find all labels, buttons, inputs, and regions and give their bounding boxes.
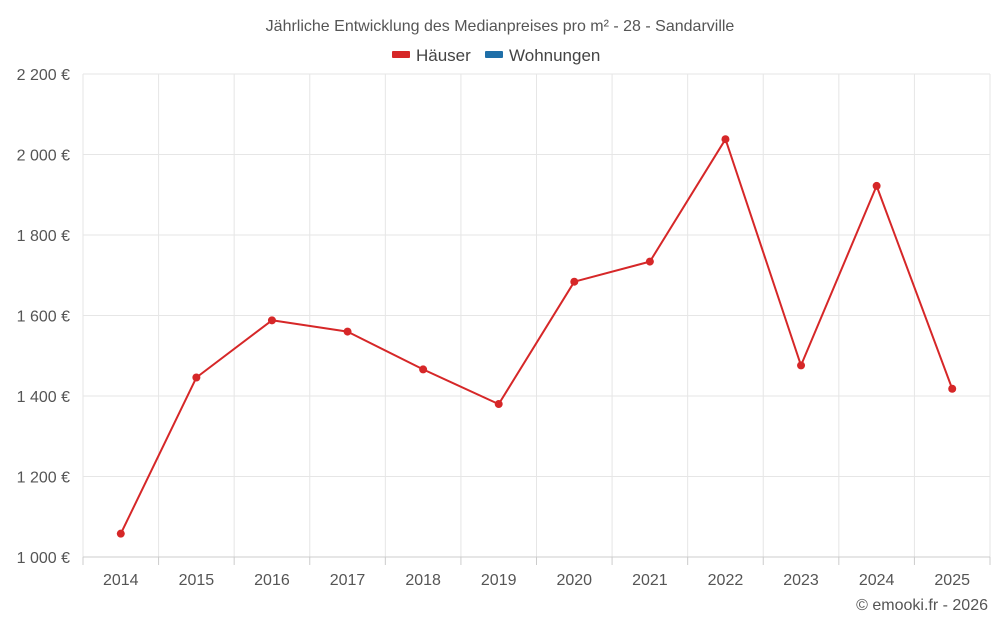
- legend: Häuser Wohnungen: [392, 46, 600, 65]
- y-tick-label: 1 600 €: [17, 309, 70, 326]
- data-point[interactable]: [343, 327, 352, 336]
- grid: [82, 73, 991, 557]
- x-tick-label: 2017: [330, 572, 366, 589]
- series-line-0: [119, 138, 954, 535]
- data-point[interactable]: [192, 373, 201, 382]
- legend-label-haeuser: Häuser: [416, 46, 471, 65]
- y-tick-label: 2 200 €: [17, 67, 70, 84]
- legend-label-wohnungen: Wohnungen: [509, 46, 600, 65]
- x-tick-label: 2018: [405, 572, 441, 589]
- x-tick-label: 2015: [179, 572, 215, 589]
- x-tick-label: 2019: [481, 572, 517, 589]
- x-tick-label: 2022: [708, 572, 744, 589]
- x-tick-label: 2014: [103, 572, 139, 589]
- data-point[interactable]: [872, 181, 881, 190]
- axes: 1 000 € 1 200 € 1 400 € 1 600 € 1 800 € 2 000…: [17, 67, 991, 589]
- legend-item-haeuser[interactable]: Häuser: [392, 46, 471, 65]
- data-point[interactable]: [797, 361, 806, 370]
- data-point[interactable]: [948, 384, 957, 393]
- data-point[interactable]: [494, 400, 503, 409]
- x-tick-label: 2016: [254, 572, 290, 589]
- y-tick-label: 1 800 €: [17, 228, 70, 245]
- x-tick-label: 2025: [934, 572, 970, 589]
- credit-label: © emooki.fr - 2026: [856, 597, 988, 614]
- x-tick-label: 2021: [632, 572, 668, 589]
- data-point[interactable]: [116, 529, 125, 538]
- data-point[interactable]: [267, 316, 276, 325]
- x-tick-label: 2020: [556, 572, 592, 589]
- y-tick-label: 2 000 €: [17, 148, 70, 165]
- legend-item-wohnungen[interactable]: Wohnungen: [485, 46, 600, 65]
- y-tick-label: 1 400 €: [17, 389, 70, 406]
- data-point[interactable]: [570, 277, 579, 286]
- y-tick-label: 1 000 €: [17, 550, 70, 567]
- data-point[interactable]: [721, 135, 730, 144]
- y-tick-label: 1 200 €: [17, 470, 70, 487]
- x-tick-label: 2024: [859, 572, 895, 589]
- data-point[interactable]: [645, 257, 654, 266]
- legend-swatch-haeuser: [392, 51, 410, 58]
- legend-swatch-wohnungen: [485, 51, 503, 58]
- series-layer: [116, 135, 957, 538]
- data-point[interactable]: [419, 365, 428, 374]
- x-tick-label: 2023: [783, 572, 819, 589]
- chart-title: Jährliche Entwicklung des Medianpreises …: [266, 18, 735, 35]
